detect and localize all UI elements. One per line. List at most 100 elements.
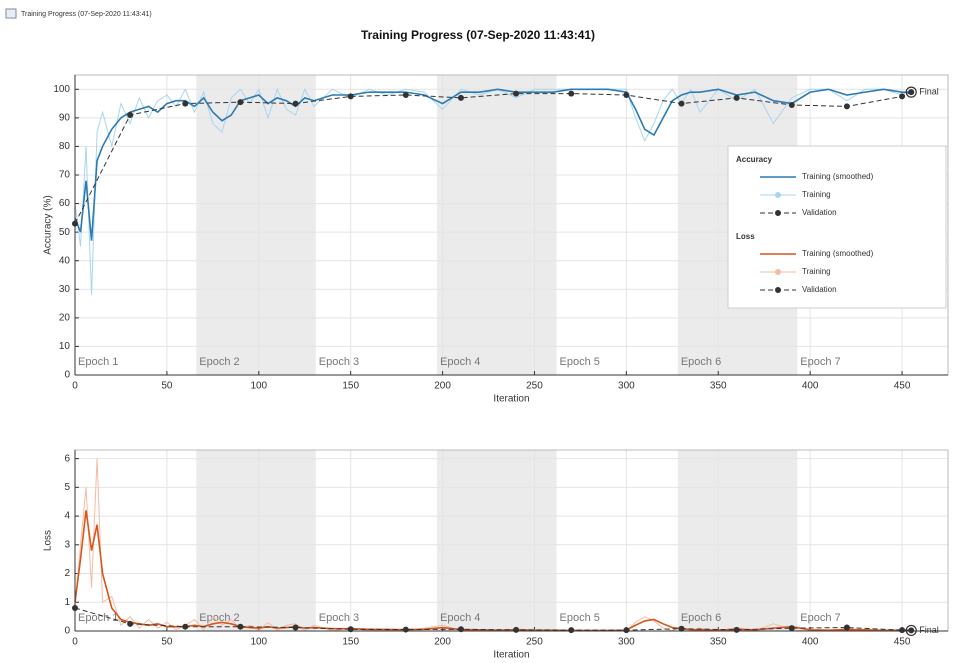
figure-title: Training Progress (07-Sep-2020 11:43:41): [361, 28, 595, 42]
epoch-band: [196, 75, 316, 375]
legend-title: Loss: [736, 232, 755, 241]
y-tick-label: 6: [64, 453, 70, 464]
x-tick-label: 400: [802, 381, 819, 392]
y-tick-label: 60: [59, 198, 71, 209]
legend-marker: [775, 287, 781, 293]
epoch-label: Epoch 4: [440, 356, 480, 368]
validation-point: [182, 623, 189, 630]
x-tick-label: 400: [802, 637, 819, 648]
x-tick-label: 50: [161, 381, 173, 392]
x-tick-label: 250: [526, 637, 543, 648]
validation-point: [733, 626, 740, 633]
legend-marker: [775, 192, 781, 198]
y-tick-label: 40: [59, 255, 71, 266]
x-tick-label: 150: [342, 381, 359, 392]
y-axis-label: Accuracy (%): [43, 195, 54, 254]
y-tick-label: 50: [59, 227, 71, 238]
y-tick-label: 1: [64, 597, 70, 608]
x-tick-label: 100: [250, 637, 267, 648]
x-tick-label: 450: [894, 637, 911, 648]
legend-marker: [775, 210, 781, 216]
validation-point: [182, 100, 189, 107]
validation-point: [292, 100, 299, 107]
validation-point: [843, 103, 850, 110]
validation-point: [513, 626, 520, 633]
epoch-band: [196, 450, 316, 631]
epoch-label: Epoch 5: [560, 612, 600, 624]
final-marker: [905, 86, 917, 98]
epoch-label: Epoch 6: [681, 356, 721, 368]
y-tick-label: 80: [59, 141, 71, 152]
validation-point: [402, 92, 409, 98]
y-tick-label: 90: [59, 112, 71, 123]
validation-point: [678, 100, 685, 107]
epoch-label: Epoch 3: [319, 356, 359, 368]
validation-point: [908, 89, 915, 96]
legend-title: Accuracy: [736, 155, 773, 164]
legend-label: Training: [802, 190, 831, 199]
legend-label: Training: [802, 267, 831, 276]
validation-point: [908, 627, 915, 634]
epoch-band: [437, 75, 557, 375]
validation-point: [513, 90, 520, 97]
legend-label: Training (smoothed): [802, 249, 874, 258]
y-tick-label: 3: [64, 539, 70, 550]
epoch-label: Epoch 4: [440, 612, 480, 624]
validation-point: [237, 99, 244, 106]
x-tick-label: 50: [161, 637, 173, 648]
epoch-label: Epoch 5: [560, 356, 600, 368]
x-tick-label: 300: [618, 637, 635, 648]
y-tick-label: 70: [59, 170, 71, 181]
y-tick-label: 4: [64, 511, 70, 522]
legend-label: Validation: [802, 208, 837, 217]
x-axis-label: Iteration: [493, 650, 529, 661]
validation-point: [347, 93, 354, 100]
final-marker: [905, 624, 917, 637]
x-tick-label: 450: [894, 381, 911, 392]
x-tick-label: 0: [72, 637, 78, 648]
validation-point: [292, 624, 299, 631]
window-icon: [5, 8, 17, 19]
validation-point: [899, 93, 906, 100]
validation-point: [568, 627, 575, 634]
validation-point: [623, 627, 630, 634]
validation-point: [733, 94, 740, 101]
window-title: Training Progress (07-Sep-2020 11:43:41): [21, 11, 152, 18]
epoch-label: Epoch 3: [319, 612, 359, 624]
y-tick-label: 30: [59, 284, 71, 295]
x-axis-label: Iteration: [493, 394, 529, 405]
validation-point: [568, 90, 575, 97]
epoch-label: Epoch 7: [800, 356, 840, 368]
validation-point: [127, 112, 134, 118]
epoch-label: Epoch 7: [800, 612, 840, 624]
y-tick-label: 100: [53, 84, 70, 95]
validation-point: [843, 624, 850, 631]
final-annotation: Final: [919, 87, 939, 97]
legend-label: Training (smoothed): [802, 172, 874, 181]
validation-point: [457, 94, 464, 101]
y-tick-label: 5: [64, 482, 70, 493]
y-tick-label: 10: [59, 341, 71, 352]
legend-label: Validation: [802, 285, 837, 294]
y-axis-label: Loss: [43, 530, 54, 551]
validation-point: [899, 627, 906, 634]
epoch-label: Epoch 6: [681, 612, 721, 624]
x-tick-label: 100: [250, 381, 267, 392]
legend-box: [727, 145, 947, 309]
validation-point: [678, 625, 685, 632]
legend-marker: [775, 269, 781, 275]
x-tick-label: 200: [434, 637, 451, 648]
validation-point: [788, 102, 795, 108]
epoch-label: Epoch 1: [78, 356, 118, 368]
validation-point: [127, 620, 134, 627]
y-tick-label: 0: [64, 626, 70, 637]
epoch-label: Epoch 2: [199, 356, 239, 368]
validation-point: [237, 623, 244, 630]
x-tick-label: 350: [710, 381, 727, 392]
epoch-band: [677, 450, 798, 631]
y-tick-label: 2: [64, 568, 70, 579]
smooth-line: [74, 88, 912, 241]
x-tick-label: 350: [710, 637, 727, 648]
x-tick-label: 300: [618, 381, 635, 392]
